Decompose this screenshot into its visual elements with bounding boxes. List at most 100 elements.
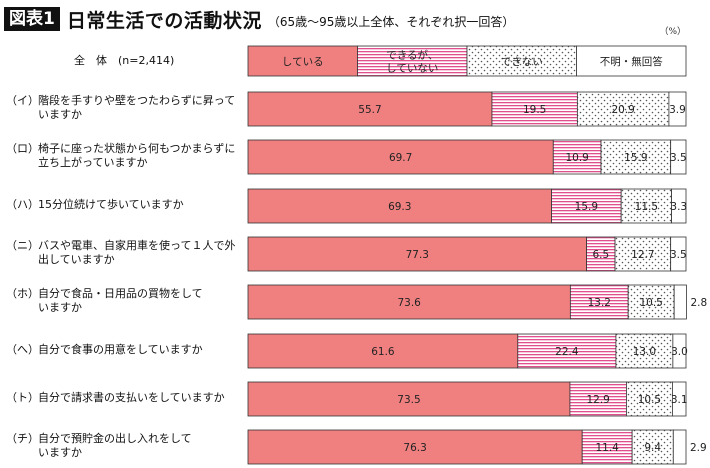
data-label: 11.4 <box>595 442 619 454</box>
data-label: 3.0 <box>671 346 688 358</box>
bar-segment-4 <box>672 333 687 369</box>
bar-segment-1 <box>247 429 583 465</box>
bar-segment-1 <box>247 381 571 417</box>
row-label: （チ）自分で預貯金の出し入れをして いますか <box>6 432 192 460</box>
data-label: 3.9 <box>669 104 686 116</box>
row-label: （ニ）バスや電車、自家用車を使って１人で外 出していますか <box>6 239 235 267</box>
legend-label: できない <box>501 56 543 68</box>
bar-segment-1 <box>247 188 552 224</box>
figure-title: 日常生活での活動状況 <box>66 9 262 32</box>
legend-label: している <box>282 56 324 68</box>
bar-segment-2 <box>552 139 602 175</box>
row-label: （ロ）椅子に座った状態から何もつかまらずに 立ち上がっていますか <box>6 142 235 170</box>
row-label-line: 立ち上がっていますか <box>38 156 148 169</box>
legend-swatch-1 <box>247 45 358 77</box>
bar-segment-1 <box>247 333 519 369</box>
bar-segment-3 <box>631 429 674 465</box>
data-label: 10.9 <box>565 152 588 164</box>
row-label-line: （ホ）自分で食品・日用品の買物をして <box>6 287 203 300</box>
bar-segment-2 <box>581 429 633 465</box>
row-label-line: いますか <box>38 301 82 314</box>
figure-title-bar: 図表1 日常生活での活動状況 （65歳〜95歳以上全体、それぞれ択一回答） <box>4 6 514 32</box>
bar-segment-2 <box>586 236 616 272</box>
data-label: 69.3 <box>388 201 411 213</box>
data-label: 2.9 <box>690 442 707 454</box>
data-label: 12.7 <box>631 249 654 261</box>
data-label: 19.5 <box>523 104 546 116</box>
data-label: 20.9 <box>611 104 634 116</box>
data-label: 10.5 <box>639 297 662 309</box>
row-label-line: いますか <box>38 108 82 121</box>
legend-swatch-2 <box>357 45 468 77</box>
data-label: 61.6 <box>371 346 395 358</box>
row-prefix: （ニ） <box>6 239 39 252</box>
data-label: 10.5 <box>638 394 661 406</box>
legend-label: 不明・無回答 <box>600 55 663 68</box>
data-label: 6.5 <box>592 249 609 261</box>
data-label: 73.5 <box>397 394 420 406</box>
row-prefix: （へ） <box>6 343 39 356</box>
data-label: 13.2 <box>588 297 611 309</box>
row-label-line: （チ）自分で預貯金の出し入れをして <box>6 432 192 445</box>
bar-segment-2 <box>551 188 622 224</box>
bar-segment-3 <box>600 139 672 175</box>
bar-segment-4 <box>672 429 687 465</box>
data-label: 3.3 <box>670 201 687 213</box>
figure-subtitle: （65歳〜95歳以上全体、それぞれ択一回答） <box>267 14 515 29</box>
figure-label: 図表1 <box>4 7 60 31</box>
bars-group: している できるが、していない できない 不明・無回答 55.7 19.5 20.9 3.9 6… <box>247 45 707 465</box>
row-prefix: （イ） <box>6 94 39 107</box>
row-prefix: （ト） <box>6 391 39 404</box>
row-prefix: （ホ） <box>6 287 39 300</box>
data-label: 69.7 <box>389 152 412 164</box>
row-prefix: （ロ） <box>6 142 39 155</box>
row-label: （ホ）自分で食品・日用品の買物をして いますか <box>6 287 203 315</box>
row-label-line: （ハ）15分位続けて歩いていますか <box>6 198 184 211</box>
bar-segment-4 <box>668 91 687 127</box>
row-label: （ハ）15分位続けて歩いていますか <box>6 198 184 212</box>
data-label: 11.5 <box>635 201 658 213</box>
total-row-label: 全 体 (n=2,414) <box>74 54 175 67</box>
row-label-line: いますか <box>38 446 82 459</box>
bar-segment-3 <box>626 381 673 417</box>
row-label-line: 出していますか <box>38 253 115 266</box>
row-prefix: （チ） <box>6 432 39 445</box>
bar-segment-2 <box>569 284 629 320</box>
data-label: 13.0 <box>633 346 656 358</box>
data-label: 3.5 <box>670 152 687 164</box>
bar-segment-4 <box>673 284 687 320</box>
legend-label: していない <box>386 63 438 75</box>
data-label: 2.8 <box>690 297 707 309</box>
data-label: 73.6 <box>397 297 421 309</box>
bar-segment-4 <box>671 188 687 224</box>
bar-segment-3 <box>620 188 672 224</box>
row-label: （ト）自分で請求書の支払いをしていますか <box>6 391 225 405</box>
row-label-line: （へ）自分で食事の用意をしていますか <box>6 343 203 356</box>
legend-label: できるが、 <box>386 49 438 62</box>
bar-segment-4 <box>670 236 687 272</box>
data-label: 15.9 <box>575 201 598 213</box>
row-label-line: （ロ）椅子に座った状態から何もつかまらずに <box>6 142 236 155</box>
data-label: 15.9 <box>624 152 647 164</box>
bar-segment-1 <box>247 284 571 320</box>
bar-segment-1 <box>247 139 554 175</box>
row-prefix: （ハ） <box>6 198 39 211</box>
row-label: （へ）自分で食事の用意をしていますか <box>6 343 203 357</box>
data-label: 3.5 <box>670 249 687 261</box>
bar-segment-4 <box>670 139 687 175</box>
row-label-line: （イ）階段を手すりや壁をつたわらずに昇って <box>6 94 236 107</box>
bar-segment-4 <box>672 381 687 417</box>
bar-segment-3 <box>615 333 674 369</box>
bar-segment-1 <box>247 91 493 127</box>
legend-swatch-3 <box>466 45 577 77</box>
row-label: （イ）階段を手すりや壁をつたわらずに昇って いますか <box>6 94 235 122</box>
data-label: 55.7 <box>358 104 381 116</box>
data-label: 9.4 <box>644 442 661 454</box>
data-label: 77.3 <box>406 249 429 261</box>
row-label-line: （ト）自分で請求書の支払いをしていますか <box>6 391 225 404</box>
unit-label: （%） <box>659 27 686 37</box>
data-label: 3.1 <box>671 394 688 406</box>
legend-swatch-4 <box>576 45 687 77</box>
row-label-line: （ニ）バスや電車、自家用車を使って１人で外 <box>6 239 236 252</box>
